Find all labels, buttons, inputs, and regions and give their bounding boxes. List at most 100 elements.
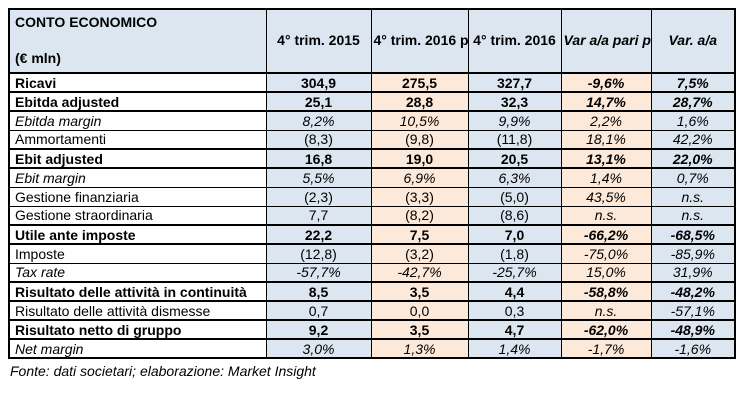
row-label: Net margin <box>8 338 267 359</box>
row-label: Utile ante imposte <box>8 224 267 245</box>
header-row: CONTO ECONOMICO (€ mln) 4° trim. 2015 4°… <box>8 8 736 74</box>
value-q4-2015: 8,2% <box>265 110 372 131</box>
value-q4-2016-pari-perimetro: -42,7% <box>370 262 469 283</box>
value-q4-2015: 7,7 <box>265 205 372 226</box>
value-q4-2015: -57,7% <box>265 262 372 283</box>
row-label: Ebit adjusted <box>8 148 267 169</box>
value-var: -68,5% <box>650 224 736 245</box>
value-q4-2016-pari-perimetro: 3,5 <box>370 319 469 340</box>
value-var: 22,0% <box>650 148 736 169</box>
value-var-pari-perimetro: 18,1% <box>560 129 652 150</box>
value-q4-2016-pari-perimetro: (3,3) <box>370 186 469 207</box>
table-header: CONTO ECONOMICO (€ mln) 4° trim. 2015 4°… <box>8 8 736 74</box>
table-row: Tax rate -57,7% -42,7% -25,7% 15,0% 31,9… <box>8 262 736 283</box>
col-header-q4-2016-pari-perimetro: 4° trim. 2016 pari perimetro <box>370 8 469 74</box>
value-var-pari-perimetro: 43,5% <box>560 186 652 207</box>
value-q4-2015: 304,9 <box>265 72 372 93</box>
value-q4-2016: 6,3% <box>467 167 562 188</box>
value-var-pari-perimetro: -62,0% <box>560 319 652 340</box>
value-var: -1,6% <box>650 338 736 359</box>
report-table-container: CONTO ECONOMICO (€ mln) 4° trim. 2015 4°… <box>8 8 736 379</box>
value-var-pari-perimetro: -1,7% <box>560 338 652 359</box>
table-row: Risultato delle attività dismesse 0,7 0,… <box>8 300 736 321</box>
value-q4-2016-pari-perimetro: (8,2) <box>370 205 469 226</box>
value-q4-2016: (1,8) <box>467 243 562 264</box>
value-q4-2016-pari-perimetro: 19,0 <box>370 148 469 169</box>
value-var: n.s. <box>650 205 736 226</box>
value-q4-2016: -25,7% <box>467 262 562 283</box>
value-q4-2016-pari-perimetro: (9,8) <box>370 129 469 150</box>
row-label: Gestione straordinaria <box>8 205 267 226</box>
row-label: Risultato delle attività dismesse <box>8 300 267 321</box>
value-var: 31,9% <box>650 262 736 283</box>
row-label: Ebitda margin <box>8 110 267 131</box>
value-q4-2016-pari-perimetro: (3,2) <box>370 243 469 264</box>
value-q4-2016: 1,4% <box>467 338 562 359</box>
table-row: Ebitda margin 8,2% 10,5% 9,9% 2,2% 1,6% <box>8 110 736 131</box>
value-q4-2015: 8,5 <box>265 281 372 302</box>
table-row: Risultato netto di gruppo 9,2 3,5 4,7 -6… <box>8 319 736 340</box>
value-var-pari-perimetro: -9,6% <box>560 72 652 93</box>
table-row: Utile ante imposte 22,2 7,5 7,0 -66,2% -… <box>8 224 736 245</box>
table-row: Gestione straordinaria 7,7 (8,2) (8,6) n… <box>8 205 736 226</box>
value-q4-2016-pari-perimetro: 3,5 <box>370 281 469 302</box>
table-row: Ebit margin 5,5% 6,9% 6,3% 1,4% 0,7% <box>8 167 736 188</box>
value-q4-2015: 9,2 <box>265 319 372 340</box>
value-q4-2016-pari-perimetro: 7,5 <box>370 224 469 245</box>
value-q4-2016: 9,9% <box>467 110 562 131</box>
row-label: Ebitda adjusted <box>8 91 267 112</box>
value-var: 7,5% <box>650 72 736 93</box>
col-header-var: Var. a/a <box>650 8 736 74</box>
value-q4-2015: 16,8 <box>265 148 372 169</box>
table-body: Ricavi 304,9 275,5 327,7 -9,6% 7,5% Ebit… <box>8 72 736 359</box>
value-var: 42,2% <box>650 129 736 150</box>
value-var: 28,7% <box>650 91 736 112</box>
table-unit-label: (€ mln) <box>15 50 61 67</box>
table-row: Ammortamenti (8,3) (9,8) (11,8) 18,1% 42… <box>8 129 736 150</box>
value-var: 0,7% <box>650 167 736 188</box>
value-var-pari-perimetro: -75,0% <box>560 243 652 264</box>
income-statement-table: CONTO ECONOMICO (€ mln) 4° trim. 2015 4°… <box>8 8 736 359</box>
table-row: Ebitda adjusted 25,1 28,8 32,3 14,7% 28,… <box>8 91 736 112</box>
value-q4-2016: (8,6) <box>467 205 562 226</box>
table-row: Imposte (12,8) (3,2) (1,8) -75,0% -85,9% <box>8 243 736 264</box>
table-row: Gestione finanziaria (2,3) (3,3) (5,0) 4… <box>8 186 736 207</box>
value-q4-2016: 327,7 <box>467 72 562 93</box>
value-q4-2016-pari-perimetro: 6,9% <box>370 167 469 188</box>
value-var: 1,6% <box>650 110 736 131</box>
row-label: Ammortamenti <box>8 129 267 150</box>
table-row: Risultato delle attività in continuità 8… <box>8 281 736 302</box>
value-q4-2015: 22,2 <box>265 224 372 245</box>
row-label: Imposte <box>8 243 267 264</box>
value-q4-2016: 7,0 <box>467 224 562 245</box>
row-label: Risultato netto di gruppo <box>8 319 267 340</box>
value-q4-2015: 25,1 <box>265 91 372 112</box>
value-var: -48,2% <box>650 281 736 302</box>
value-q4-2016-pari-perimetro: 10,5% <box>370 110 469 131</box>
value-var-pari-perimetro: 2,2% <box>560 110 652 131</box>
value-q4-2016-pari-perimetro: 1,3% <box>370 338 469 359</box>
col-header-q4-2015: 4° trim. 2015 <box>265 8 372 74</box>
value-q4-2016-pari-perimetro: 28,8 <box>370 91 469 112</box>
value-q4-2015: (8,3) <box>265 129 372 150</box>
value-q4-2015: (2,3) <box>265 186 372 207</box>
table-row: Ricavi 304,9 275,5 327,7 -9,6% 7,5% <box>8 72 736 93</box>
value-q4-2016: (5,0) <box>467 186 562 207</box>
value-var: -85,9% <box>650 243 736 264</box>
value-var-pari-perimetro: 13,1% <box>560 148 652 169</box>
value-var: -48,9% <box>650 319 736 340</box>
value-q4-2016-pari-perimetro: 0,0 <box>370 300 469 321</box>
value-var-pari-perimetro: n.s. <box>560 300 652 321</box>
value-q4-2016: 4,4 <box>467 281 562 302</box>
value-q4-2016-pari-perimetro: 275,5 <box>370 72 469 93</box>
value-var-pari-perimetro: -58,8% <box>560 281 652 302</box>
value-var: n.s. <box>650 186 736 207</box>
table-row: Net margin 3,0% 1,3% 1,4% -1,7% -1,6% <box>8 338 736 359</box>
table-row: Ebit adjusted 16,8 19,0 20,5 13,1% 22,0% <box>8 148 736 169</box>
table-title-cell: CONTO ECONOMICO (€ mln) <box>8 8 267 74</box>
row-label: Ebit margin <box>8 167 267 188</box>
value-q4-2016: 4,7 <box>467 319 562 340</box>
value-var: -57,1% <box>650 300 736 321</box>
value-var-pari-perimetro: 15,0% <box>560 262 652 283</box>
value-q4-2016: 20,5 <box>467 148 562 169</box>
